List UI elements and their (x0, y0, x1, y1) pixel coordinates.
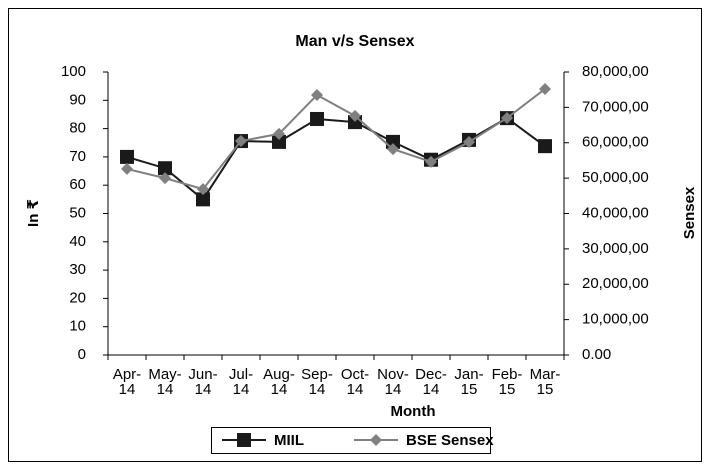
chart-border (8, 8, 702, 462)
y-tick-label: 10 (69, 318, 86, 335)
marker (235, 134, 247, 147)
x-tick-label: Feb-15 (492, 366, 523, 398)
marker (425, 155, 437, 168)
x-tick-label-line: 14 (195, 381, 212, 398)
x-tick-label: Sep-14 (301, 366, 333, 398)
marker (370, 434, 382, 446)
marker (349, 109, 361, 122)
marker (387, 143, 399, 156)
x-axis-label: Month (391, 403, 436, 420)
y-tick-label: 90 (69, 91, 86, 108)
legend-label: MIIL (274, 432, 304, 449)
x-tick-label-line: Dec- (415, 366, 447, 383)
marker (538, 139, 552, 154)
marker (272, 134, 286, 149)
y-tick-label: 100 (61, 63, 86, 80)
x-tick-label: Nov-14 (377, 366, 409, 398)
y-tick-label: 0 (78, 346, 86, 363)
x-tick-label-line: Apr- (113, 366, 141, 383)
series-line (126, 88, 546, 191)
y-tick-label: 60 (69, 176, 86, 193)
marker (158, 161, 172, 176)
y-tick-label: 30 (69, 261, 86, 278)
y2-tick-label: 10,000,00 (582, 311, 649, 328)
x-tick-label-line: 15 (537, 381, 554, 398)
y-tick-label: 50 (69, 204, 86, 221)
x-tick-label: May-14 (148, 366, 181, 398)
x-tick-label-line: Feb- (492, 366, 523, 383)
x-tick-label-line: Oct- (341, 366, 369, 383)
marker (197, 183, 209, 196)
marker (539, 82, 551, 95)
marker (159, 172, 171, 185)
x-tick-label-line: Mar- (530, 366, 561, 383)
x-tick-label-line: 14 (309, 381, 326, 398)
x-tick-label-line: 14 (233, 381, 250, 398)
x-tick-label-line: 14 (423, 381, 440, 398)
x-tick-label-line: 15 (499, 381, 516, 398)
marker (196, 192, 210, 207)
x-tick-label-line: 14 (385, 381, 402, 398)
y2-tick-label: 50,000,00 (582, 169, 649, 186)
y2-tick-label: 80,000,00 (582, 63, 649, 80)
x-tick-label-line: 14 (271, 381, 288, 398)
marker (501, 111, 513, 124)
marker (273, 127, 285, 140)
x-tick-label-line: 14 (119, 381, 136, 398)
marker (310, 111, 324, 126)
x-tick-label: Mar-15 (530, 366, 561, 398)
x-tick-label: Apr-14 (113, 366, 141, 398)
y-tick-label: 80 (69, 120, 86, 137)
y2-tick-label: 0.00 (582, 346, 611, 363)
x-tick-label: Jul-14 (229, 366, 253, 398)
x-tick-label-line: Jul- (229, 366, 253, 383)
y2-tick-label: 60,000,00 (582, 134, 649, 151)
x-tick-label-line: Jun- (188, 366, 217, 383)
x-tick-label-line: Aug- (263, 366, 295, 383)
y2-tick-label: 20,000,00 (582, 275, 649, 292)
y-tick-label: 70 (69, 148, 86, 165)
x-tick-label-line: May- (148, 366, 181, 383)
legend-label: BSE Sensex (406, 432, 494, 449)
x-tick-label-line: Sep- (301, 366, 333, 383)
x-tick-label-line: 14 (347, 381, 364, 398)
x-tick-label: Oct-14 (341, 366, 369, 398)
x-tick-label: Jun-14 (188, 366, 217, 398)
marker (237, 433, 251, 447)
x-tick-label: Jan-15 (454, 366, 483, 398)
marker (463, 136, 475, 149)
x-tick-label-line: 15 (461, 381, 478, 398)
x-tick-label: Aug-14 (263, 366, 295, 398)
x-tick-label-line: Nov- (377, 366, 409, 383)
y2-tick-label: 40,000,00 (582, 204, 649, 221)
marker (121, 162, 133, 175)
chart-title: Man v/s Sensex (295, 33, 414, 50)
marker (311, 88, 323, 101)
y-tick-label: 20 (69, 289, 86, 306)
y2-tick-label: 70,000,00 (582, 98, 649, 115)
y2-axis-label: Sensex (681, 186, 698, 239)
y-tick-label: 40 (69, 233, 86, 250)
x-tick-label-line: Jan- (454, 366, 483, 383)
x-tick-label-line: 14 (157, 381, 174, 398)
marker (120, 149, 134, 164)
y2-tick-label: 30,000,00 (582, 240, 649, 257)
y-axis-label: In ₹ (25, 199, 42, 227)
x-tick-label: Dec-14 (415, 366, 447, 398)
